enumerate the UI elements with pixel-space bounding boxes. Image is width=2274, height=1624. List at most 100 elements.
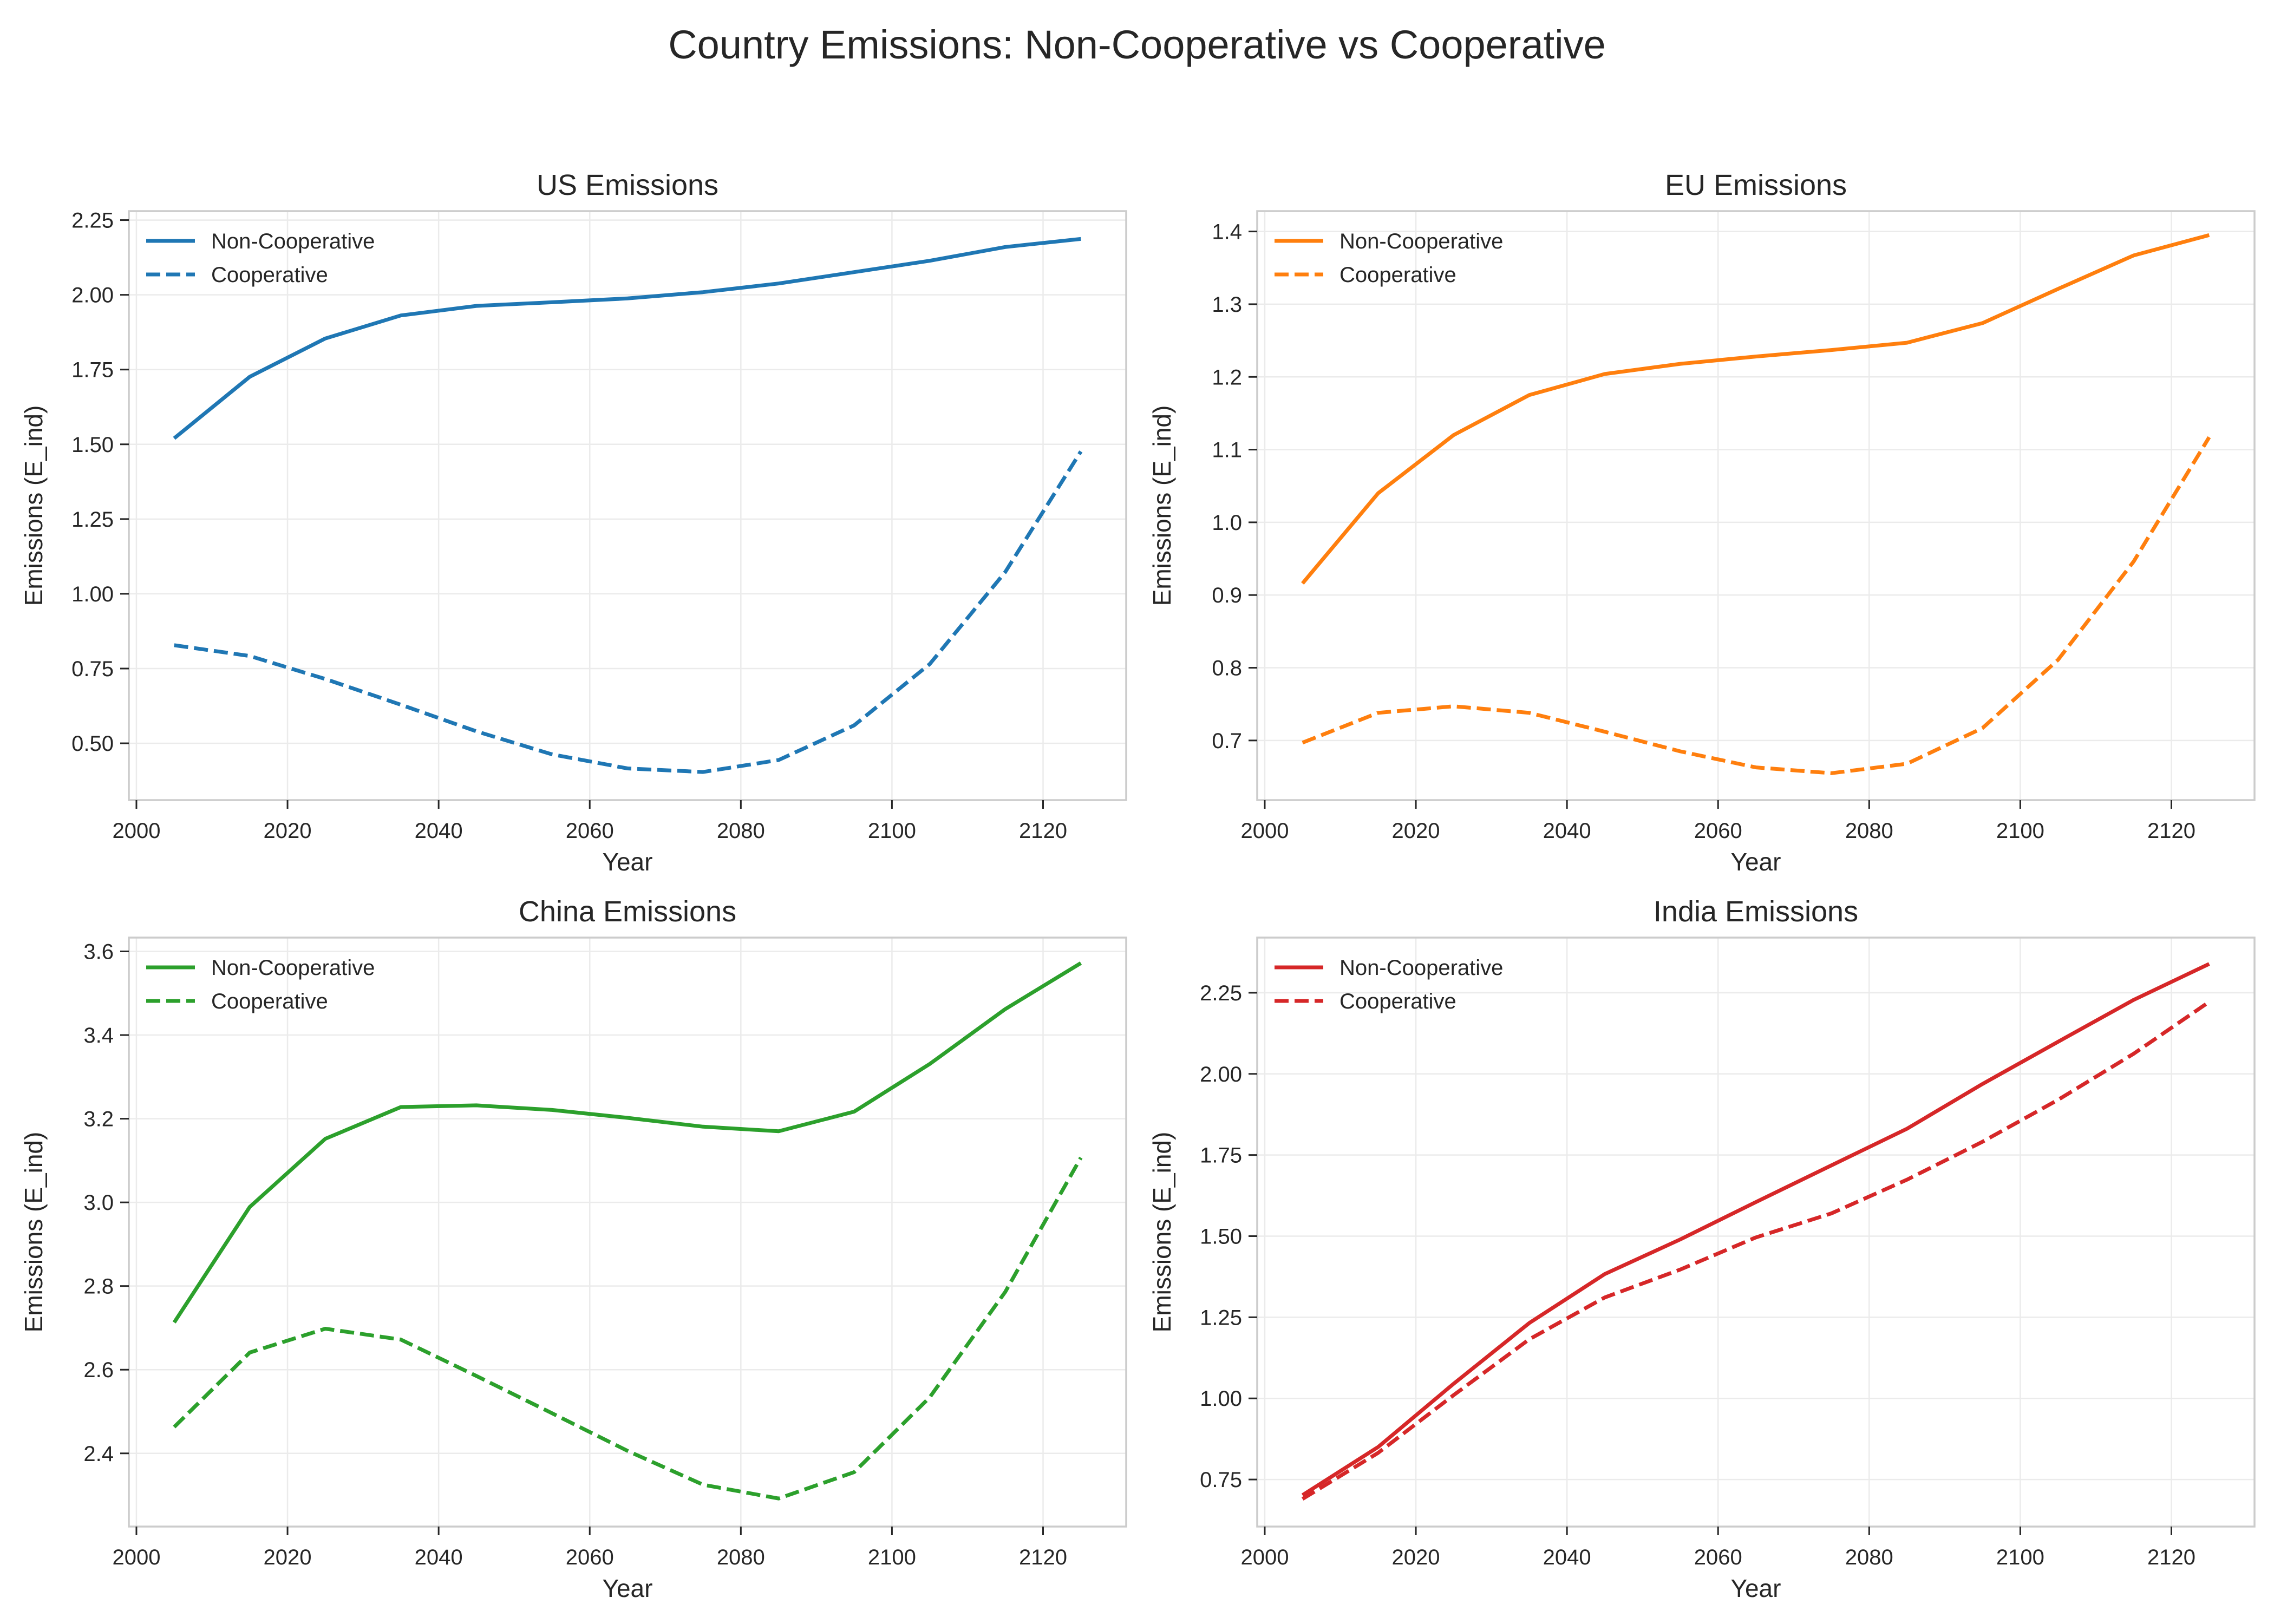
x-axis-label: Year bbox=[603, 848, 653, 876]
y-tick-label: 3.0 bbox=[83, 1191, 114, 1215]
x-tick-label: 2000 bbox=[112, 1546, 160, 1569]
y-tick-label: 1.50 bbox=[1200, 1224, 1242, 1248]
y-tick-label: 2.25 bbox=[1200, 981, 1242, 1005]
legend: Non-Cooperative Cooperative bbox=[1275, 956, 1503, 1013]
plot-area bbox=[1257, 211, 2255, 800]
y-tick-label: 3.4 bbox=[83, 1024, 114, 1047]
legend-label: Cooperative bbox=[211, 263, 328, 287]
x-tick-label: 2100 bbox=[1996, 1546, 2044, 1569]
subplot-title: China Emissions bbox=[519, 895, 736, 928]
y-tick-label: 1.00 bbox=[71, 582, 114, 606]
plot-area bbox=[1257, 938, 2255, 1527]
y-tick-label: 1.75 bbox=[1200, 1144, 1242, 1168]
y-tick-label: 2.8 bbox=[83, 1275, 114, 1299]
x-tick-label: 2060 bbox=[566, 1546, 614, 1569]
y-tick-label: 1.4 bbox=[1212, 220, 1242, 244]
x-tick-label: 2080 bbox=[717, 1546, 765, 1569]
legend: Non-Cooperative Cooperative bbox=[146, 230, 375, 287]
y-tick-label: 2.00 bbox=[1200, 1063, 1242, 1086]
figure-title: Country Emissions: Non-Cooperative vs Co… bbox=[668, 22, 1606, 67]
y-tick-label: 1.0 bbox=[1212, 511, 1242, 535]
x-tick-label: 2080 bbox=[1845, 819, 1893, 843]
y-tick-label: 1.50 bbox=[71, 433, 114, 457]
x-axis-label: Year bbox=[1731, 1574, 1781, 1602]
x-tick-label: 2120 bbox=[2147, 819, 2195, 843]
x-tick-label: 2000 bbox=[1240, 819, 1289, 843]
series-line-non-cooperative bbox=[173, 237, 1081, 440]
axes-frame bbox=[1256, 937, 2256, 1528]
legend-label: Cooperative bbox=[211, 990, 328, 1013]
legend: Non-Cooperative Cooperative bbox=[1275, 230, 1503, 287]
y-axis-label: Emissions (E_ind) bbox=[1148, 1132, 1176, 1333]
x-tick-label: 2120 bbox=[1019, 1546, 1067, 1569]
x-tick-label: 2080 bbox=[717, 819, 765, 843]
series-line-non-cooperative bbox=[1301, 233, 2210, 585]
subplot-title: EU Emissions bbox=[1665, 169, 1847, 201]
x-tick-label: 2100 bbox=[868, 1546, 916, 1569]
series-line-cooperative bbox=[173, 1156, 1083, 1501]
y-tick-label: 1.2 bbox=[1212, 365, 1242, 389]
x-tick-label: 2080 bbox=[1845, 1546, 1893, 1569]
x-tick-label: 2060 bbox=[1694, 819, 1742, 843]
axes-frame bbox=[128, 210, 1127, 801]
plot-area bbox=[129, 211, 1126, 800]
legend-label: Cooperative bbox=[1339, 990, 1456, 1013]
x-tick-label: 2020 bbox=[264, 1546, 312, 1569]
x-tick-label: 2000 bbox=[1240, 1546, 1289, 1569]
y-tick-label: 1.3 bbox=[1212, 293, 1242, 317]
subplot-title: US Emissions bbox=[537, 169, 718, 201]
x-tick-label: 2100 bbox=[1996, 819, 2044, 843]
legend-label: Non-Cooperative bbox=[1339, 230, 1503, 253]
y-tick-label: 0.75 bbox=[71, 657, 114, 681]
subplot-china-emissions: 2000 2020 2040 2060 2080 2100 2120 2.4 2.6 2.8 3.0… bbox=[19, 895, 1127, 1602]
x-tick-label: 2040 bbox=[1543, 819, 1591, 843]
x-tick-label: 2100 bbox=[868, 819, 916, 843]
series-line-cooperative bbox=[174, 450, 1083, 774]
x-tick-label: 2060 bbox=[566, 819, 614, 843]
x-tick-label: 2120 bbox=[1019, 819, 1067, 843]
y-tick-label: 1.25 bbox=[1200, 1306, 1242, 1330]
y-tick-label: 2.6 bbox=[83, 1358, 114, 1382]
y-axis-label: Emissions (E_ind) bbox=[19, 405, 48, 606]
subplot-us-emissions: 2000 2020 2040 2060 2080 2100 2120 0.50 0.75 1.00… bbox=[19, 169, 1127, 876]
x-tick-label: 2040 bbox=[415, 1546, 463, 1569]
x-tick-label: 2120 bbox=[2147, 1546, 2195, 1569]
axes-frame bbox=[128, 937, 1127, 1528]
series-line-non-cooperative bbox=[172, 961, 1082, 1324]
y-tick-label: 2.25 bbox=[71, 209, 114, 233]
series-line-cooperative bbox=[1302, 436, 2211, 775]
legend-label: Non-Cooperative bbox=[211, 956, 375, 980]
y-tick-label: 0.8 bbox=[1212, 657, 1242, 680]
y-tick-label: 1.25 bbox=[71, 508, 114, 532]
subplot-eu-emissions: 2000 2020 2040 2060 2080 2100 2120 0.7 0.8 0.9 1.0… bbox=[1148, 169, 2256, 876]
x-axis-label: Year bbox=[1731, 848, 1781, 876]
legend-label: Non-Cooperative bbox=[211, 230, 375, 253]
y-tick-label: 0.9 bbox=[1212, 584, 1242, 607]
x-tick-label: 2040 bbox=[415, 819, 463, 843]
y-tick-label: 2.00 bbox=[71, 284, 114, 307]
series-line-non-cooperative bbox=[1301, 962, 2210, 1497]
y-tick-label: 2.4 bbox=[83, 1442, 114, 1466]
legend-label: Cooperative bbox=[1339, 263, 1456, 287]
x-tick-label: 2020 bbox=[1392, 819, 1440, 843]
y-tick-label: 1.1 bbox=[1212, 438, 1242, 462]
y-tick-label: 0.7 bbox=[1212, 729, 1242, 753]
y-axis-label: Emissions (E_ind) bbox=[19, 1132, 48, 1333]
x-tick-label: 2020 bbox=[264, 819, 312, 843]
y-tick-label: 1.00 bbox=[1200, 1387, 1242, 1411]
legend-label: Non-Cooperative bbox=[1339, 956, 1503, 980]
x-tick-label: 2000 bbox=[112, 819, 160, 843]
subplot-title: India Emissions bbox=[1654, 895, 1858, 928]
x-tick-label: 2040 bbox=[1543, 1546, 1591, 1569]
y-tick-label: 1.75 bbox=[71, 358, 114, 382]
x-axis-label: Year bbox=[603, 1574, 653, 1602]
y-tick-label: 0.75 bbox=[1200, 1468, 1242, 1492]
y-tick-label: 0.50 bbox=[71, 732, 114, 756]
x-tick-label: 2060 bbox=[1694, 1546, 1742, 1569]
x-tick-label: 2020 bbox=[1392, 1546, 1440, 1569]
legend: Non-Cooperative Cooperative bbox=[146, 956, 375, 1013]
plot-area bbox=[129, 938, 1126, 1527]
y-axis-label: Emissions (E_ind) bbox=[1148, 405, 1176, 606]
subplot-india-emissions: 2000 2020 2040 2060 2080 2100 2120 0.75 1.00 1.25… bbox=[1148, 895, 2256, 1602]
